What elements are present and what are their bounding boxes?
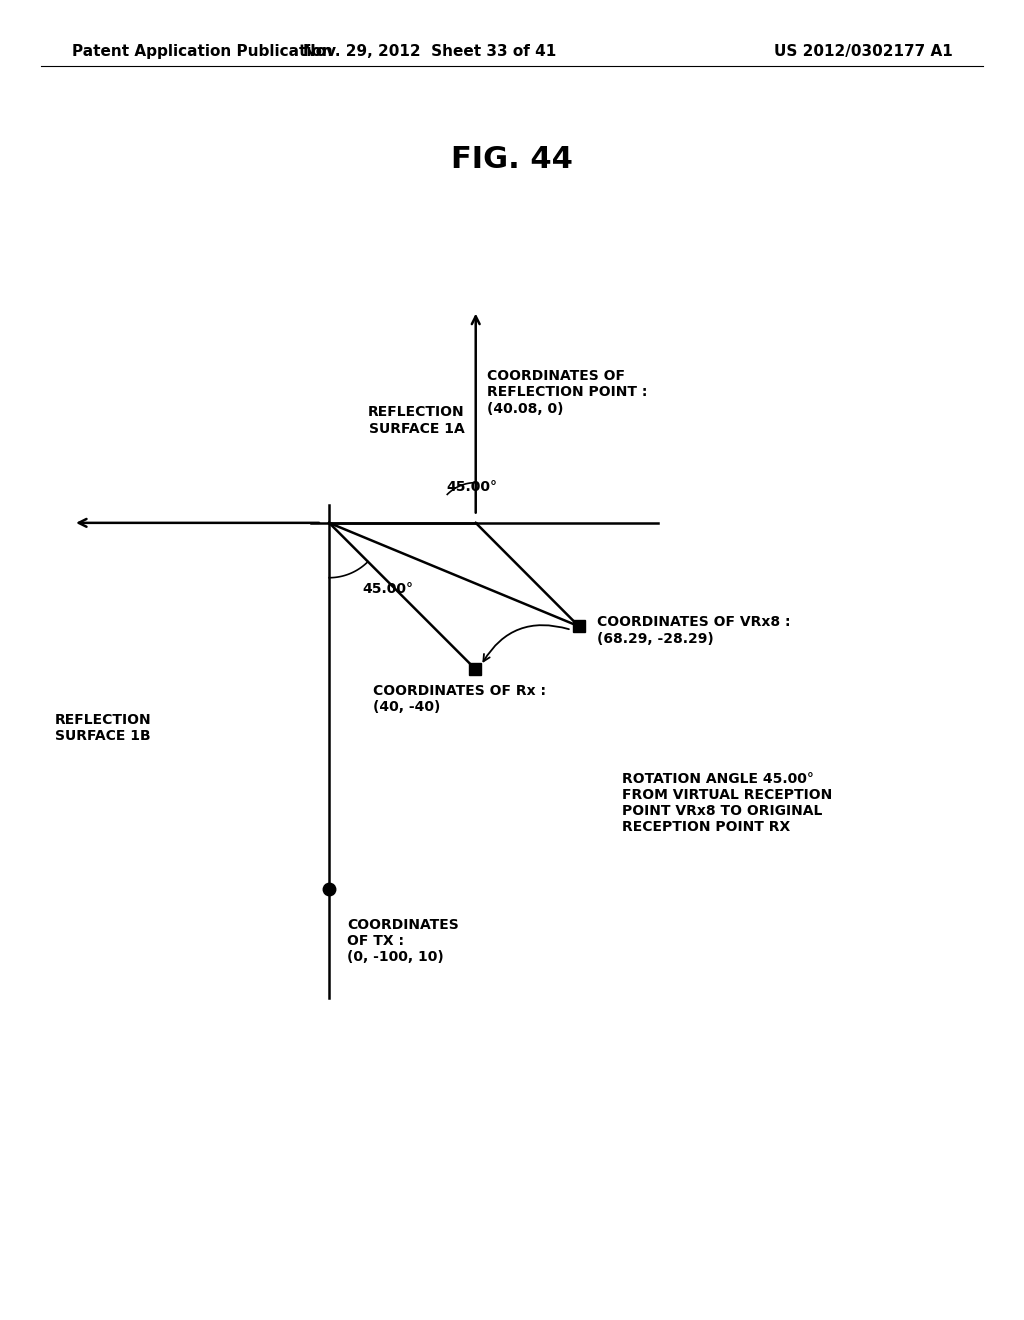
- Text: COORDINATES OF VRx8 :
(68.29, -28.29): COORDINATES OF VRx8 : (68.29, -28.29): [597, 615, 791, 645]
- Text: REFLECTION
SURFACE 1A: REFLECTION SURFACE 1A: [368, 405, 465, 436]
- Text: 45.00°: 45.00°: [362, 582, 413, 595]
- Text: COORDINATES OF
REFLECTION POINT :
(40.08, 0): COORDINATES OF REFLECTION POINT : (40.08…: [486, 370, 647, 416]
- Text: FIG. 44: FIG. 44: [451, 145, 573, 174]
- Text: 45.00°: 45.00°: [446, 479, 498, 494]
- Text: REFLECTION
SURFACE 1B: REFLECTION SURFACE 1B: [55, 713, 152, 743]
- Text: COORDINATES
OF TX :
(0, -100, 10): COORDINATES OF TX : (0, -100, 10): [347, 917, 459, 964]
- Text: US 2012/0302177 A1: US 2012/0302177 A1: [773, 44, 952, 58]
- Text: Nov. 29, 2012  Sheet 33 of 41: Nov. 29, 2012 Sheet 33 of 41: [303, 44, 557, 58]
- Text: COORDINATES OF Rx :
(40, -40): COORDINATES OF Rx : (40, -40): [373, 684, 546, 714]
- Text: ROTATION ANGLE 45.00°
FROM VIRTUAL RECEPTION
POINT VRx8 TO ORIGINAL
RECEPTION PO: ROTATION ANGLE 45.00° FROM VIRTUAL RECEP…: [622, 772, 831, 834]
- Text: Patent Application Publication: Patent Application Publication: [72, 44, 333, 58]
